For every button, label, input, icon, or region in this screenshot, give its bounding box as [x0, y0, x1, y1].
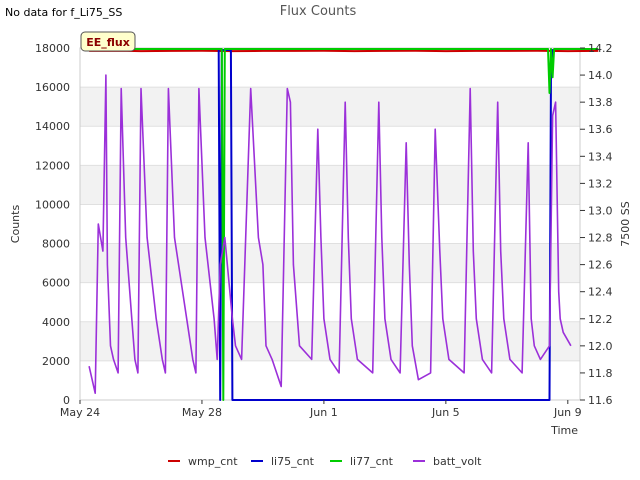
legend: wmp_cnt li75_cnt li77_cnt batt_volt [168, 455, 482, 468]
background-band [80, 165, 580, 205]
y-tick-label: 8000 [42, 238, 70, 251]
y2-tick-label: 11.6 [588, 394, 613, 407]
x-tick-label: May 28 [182, 406, 222, 419]
legend-label: wmp_cnt [188, 455, 238, 468]
y-tick-label: 14000 [35, 120, 70, 133]
x-tick-label: Jun 1 [309, 406, 338, 419]
background-band [80, 243, 580, 283]
y2-tick-label: 13.4 [588, 150, 613, 163]
badge-label: EE_flux [86, 36, 130, 49]
legend-label: li77_cnt [350, 455, 394, 468]
y2-axis-label: 7500 SS [619, 201, 632, 246]
background-bands [80, 87, 580, 361]
y2-tick-label: 12.8 [588, 232, 613, 245]
y-axis-ticks: 0 2000 4000 6000 8000 10000 12000 14000 16000 180… [35, 42, 70, 407]
y-tick-label: 10000 [35, 198, 70, 211]
y-tick-label: 4000 [42, 316, 70, 329]
x-axis-ticks: May 24 May 28 Jun 1 Jun 5 Jun 9 [60, 400, 582, 419]
x-tick-label: Jun 5 [431, 406, 460, 419]
y-tick-label: 6000 [42, 277, 70, 290]
y-tick-label: 12000 [35, 159, 70, 172]
y-tick-label: 0 [63, 394, 70, 407]
y2-tick-label: 12.6 [588, 259, 613, 272]
y2-tick-label: 11.8 [588, 367, 613, 380]
legend-label: batt_volt [433, 455, 482, 468]
y2-tick-label: 13.8 [588, 96, 613, 109]
series-line-li77-cnt [89, 48, 599, 401]
y2-axis-ticks: 11.6 11.8 12.0 12.2 12.4 12.6 12.8 13.0 13.2 13.4… [580, 42, 613, 407]
y2-tick-label: 13.6 [588, 123, 613, 136]
flux-badge: EE_flux [80, 31, 136, 52]
x-axis-label: Time [550, 424, 578, 437]
x-tick-label: Jun 9 [553, 406, 582, 419]
y2-tick-label: 12.2 [588, 313, 613, 326]
y-tick-label: 16000 [35, 81, 70, 94]
series-group [88, 48, 599, 401]
chart-title: Flux Counts [280, 4, 357, 19]
y2-tick-label: 12.0 [588, 340, 613, 353]
background-band [80, 87, 580, 127]
y2-tick-label: 12.4 [588, 286, 613, 299]
y2-tick-label: 14.0 [588, 69, 613, 82]
x-tick-label: May 24 [60, 406, 100, 419]
y-axis-label: Counts [9, 205, 22, 244]
y-tick-label: 18000 [35, 42, 70, 55]
y2-tick-label: 13.0 [588, 204, 613, 217]
series-line-batt-volt [88, 74, 572, 395]
no-data-message: No data for f_Li75_SS [5, 6, 123, 19]
y2-tick-label: 14.2 [588, 42, 613, 55]
legend-label: li75_cnt [271, 455, 315, 468]
y2-tick-label: 13.2 [588, 177, 613, 190]
y-tick-label: 2000 [42, 355, 70, 368]
